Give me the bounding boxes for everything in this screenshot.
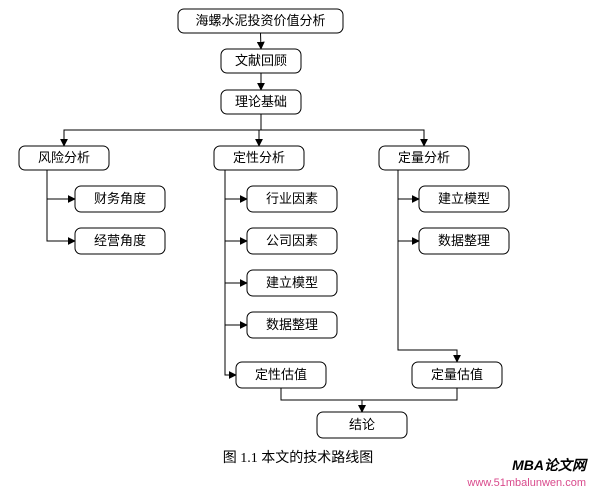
node-company: 公司因素 [247,228,337,254]
node-label: 建立模型 [266,275,318,290]
node-model_q: 建立模型 [247,270,337,296]
node-quant_val: 定量估值 [412,362,502,388]
edge-quant-data_n [398,170,419,241]
edge-quant_val-conclude [362,388,457,412]
node-label: 文献回顾 [235,53,287,68]
node-title: 海螺水泥投资价值分析 [178,9,343,33]
node-label: 行业因素 [266,191,318,206]
node-data_n: 数据整理 [419,228,509,254]
edge-risk-ops [47,170,75,241]
node-theory: 理论基础 [221,90,301,114]
edge-qual-company [225,170,247,241]
node-label: 定量分析 [398,150,450,165]
node-industry: 行业因素 [247,186,337,212]
node-label: 海螺水泥投资价值分析 [195,13,325,28]
node-data_q: 数据整理 [247,312,337,338]
node-model_n: 建立模型 [419,186,509,212]
edge-qual-qual_val [225,170,236,375]
node-label: 定性估值 [255,367,307,382]
node-litrev: 文献回顾 [221,49,301,73]
node-label: 风险分析 [38,150,90,165]
node-qual: 定性分析 [214,146,304,170]
edge-quant-model_n [398,170,419,199]
node-conclude: 结论 [317,412,407,438]
edge-qual-industry [225,170,247,199]
edge-theory-quant [261,114,424,146]
node-label: 理论基础 [235,94,287,109]
edge-qual-data_q [225,170,247,325]
node-label: 经营角度 [94,233,146,248]
node-label: 公司因素 [266,233,318,248]
node-qual_val: 定性估值 [236,362,326,388]
node-label: 数据整理 [438,233,490,248]
edge-qual-model_q [225,170,247,283]
node-quant: 定量分析 [379,146,469,170]
node-fin: 财务角度 [75,186,165,212]
edge-risk-fin [47,170,75,199]
edge-qual_val-conclude [281,388,362,412]
edge-theory-risk [64,114,261,146]
brand-name: MBA论文网 [512,457,588,473]
edge-title-litrev [261,33,262,49]
node-label: 结论 [349,417,375,432]
node-label: 定性分析 [233,150,285,165]
figure-caption: 图 1.1 本文的技术路线图 [223,450,374,466]
node-ops: 经营角度 [75,228,165,254]
node-label: 财务角度 [94,191,146,206]
node-label: 定量估值 [431,367,483,382]
node-label: 建立模型 [438,191,490,206]
node-risk: 风险分析 [19,146,109,170]
node-label: 数据整理 [266,317,318,332]
brand-url: www.51mbalunwen.com [466,477,586,489]
